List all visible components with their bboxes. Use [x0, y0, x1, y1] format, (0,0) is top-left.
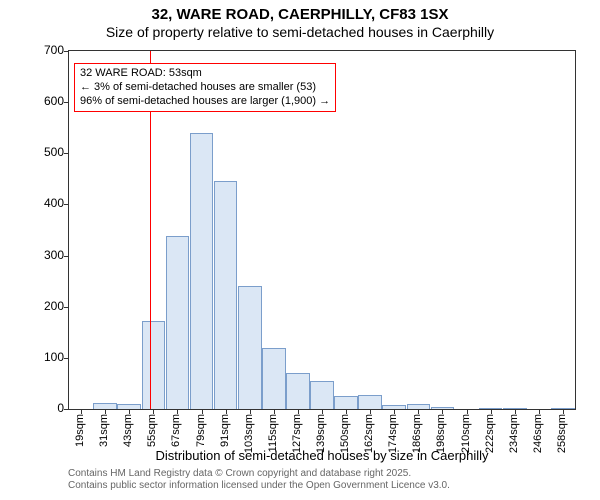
y-tick-label: 200 [44, 299, 64, 313]
y-tick [64, 153, 69, 154]
x-tick-label: 19sqm [74, 414, 86, 447]
histogram-bar [310, 381, 334, 409]
chart-container: 32, WARE ROAD, CAERPHILLY, CF83 1SX Size… [0, 0, 600, 500]
y-tick [64, 256, 69, 257]
attribution-text: Contains HM Land Registry data © Crown c… [68, 468, 450, 492]
annotation-box: 32 WARE ROAD: 53sqm← 3% of semi-detached… [74, 63, 336, 112]
attribution-line-1: Contains HM Land Registry data © Crown c… [68, 468, 450, 480]
histogram-bar [238, 286, 262, 409]
x-tick-label: 234sqm [508, 414, 520, 453]
y-tick [64, 358, 69, 359]
x-tick-label: 150sqm [339, 414, 351, 453]
y-tick-label: 500 [44, 145, 64, 159]
y-tick-label: 300 [44, 248, 64, 262]
y-tick [64, 102, 69, 103]
histogram-bar [214, 181, 238, 409]
x-tick-label: 210sqm [460, 414, 472, 453]
annotation-line: 96% of semi-detached houses are larger (… [80, 95, 330, 109]
plot-area: 32 WARE ROAD: 53sqm← 3% of semi-detached… [68, 50, 576, 410]
x-tick-label: 174sqm [387, 414, 399, 453]
y-tick-label: 700 [44, 43, 64, 57]
histogram-bar [358, 395, 382, 409]
y-tick-label: 400 [44, 196, 64, 210]
x-tick-label: 139sqm [315, 414, 327, 453]
x-tick-label: 186sqm [411, 414, 423, 453]
attribution-line-2: Contains public sector information licen… [68, 480, 450, 492]
y-tick-label: 100 [44, 350, 64, 364]
y-tick [64, 51, 69, 52]
x-tick-label: 162sqm [363, 414, 375, 453]
y-tick-label: 0 [57, 401, 64, 415]
x-tick-label: 222sqm [484, 414, 496, 453]
chart-title-main: 32, WARE ROAD, CAERPHILLY, CF83 1SX [0, 6, 600, 23]
histogram-bar [190, 133, 214, 409]
x-tick-label: 115sqm [267, 414, 279, 452]
x-tick-label: 43sqm [122, 414, 134, 447]
y-axis-label: Number of semi-detached properties [0, 0, 14, 50]
x-tick-label: 127sqm [291, 414, 303, 453]
x-tick-label: 79sqm [195, 414, 207, 447]
histogram-bar [334, 396, 358, 409]
histogram-bar [166, 236, 190, 409]
x-tick-label: 67sqm [170, 414, 182, 447]
x-tick-label: 55sqm [146, 414, 158, 447]
annotation-line: ← 3% of semi-detached houses are smaller… [80, 81, 330, 95]
y-tick [64, 307, 69, 308]
x-tick-label: 198sqm [435, 414, 447, 453]
x-tick-label: 246sqm [532, 414, 544, 453]
x-tick-label: 91sqm [219, 414, 231, 447]
y-tick [64, 204, 69, 205]
x-tick-label: 103sqm [243, 414, 255, 453]
y-tick-label: 600 [44, 94, 64, 108]
histogram-bar [286, 373, 310, 409]
y-tick [64, 409, 69, 410]
chart-title-sub: Size of property relative to semi-detach… [0, 24, 600, 40]
x-tick-label: 31sqm [98, 414, 110, 447]
annotation-line: 32 WARE ROAD: 53sqm [80, 67, 330, 81]
histogram-bar [142, 321, 166, 409]
histogram-bar [262, 348, 286, 409]
x-tick-label: 258sqm [556, 414, 568, 453]
